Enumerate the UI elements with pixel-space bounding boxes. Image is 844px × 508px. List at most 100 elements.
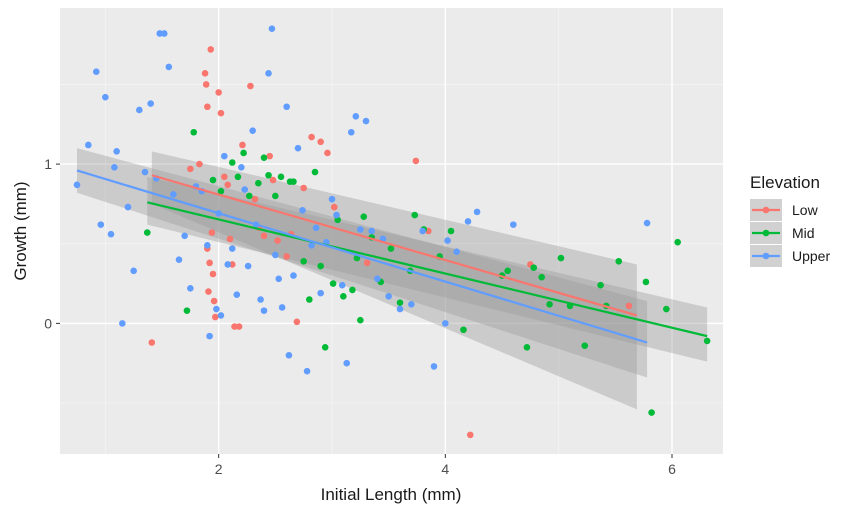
point-upper <box>147 100 154 107</box>
point-upper <box>249 127 256 134</box>
point-upper <box>107 230 115 238</box>
point-low <box>196 160 203 168</box>
point-low <box>412 157 420 165</box>
point-mid <box>387 245 395 252</box>
trend-line-upper <box>76 169 648 344</box>
point-low <box>215 89 222 96</box>
point-upper <box>312 224 320 232</box>
point-mid <box>240 149 247 157</box>
point-mid <box>642 278 650 286</box>
trend-line-mid <box>147 201 708 338</box>
legend-label-mid: Mid <box>792 225 815 241</box>
legend-keys: Low Mid Upper <box>750 199 830 267</box>
point-upper <box>221 152 228 160</box>
point-low <box>235 323 243 330</box>
point-low <box>308 133 315 141</box>
point-upper <box>228 245 236 252</box>
point-mid <box>411 211 419 219</box>
point-low <box>317 138 324 146</box>
point-upper <box>238 163 245 171</box>
point-upper <box>119 320 126 327</box>
ci-ribbon-low <box>151 151 637 410</box>
point-mid <box>340 293 347 300</box>
point-upper <box>430 363 438 370</box>
point-upper <box>343 359 351 367</box>
point-upper <box>213 305 220 313</box>
point-upper <box>510 221 517 228</box>
y-axis-title: Growth (mm) <box>11 181 30 280</box>
point-low <box>269 176 277 184</box>
point-mid <box>245 192 253 200</box>
point-mid <box>663 305 670 313</box>
point-upper <box>141 168 149 176</box>
point-mid <box>504 267 511 275</box>
point-upper <box>396 305 404 313</box>
point-upper <box>338 281 346 289</box>
major-gridlines <box>60 8 723 454</box>
point-low <box>221 173 228 181</box>
legend-key-dot <box>762 229 770 237</box>
legend-label-upper: Upper <box>792 248 830 264</box>
point-low <box>217 109 225 117</box>
point-upper <box>92 68 100 76</box>
point-upper <box>156 30 164 37</box>
data-points <box>73 25 711 439</box>
point-mid <box>703 337 711 345</box>
point-upper <box>175 256 183 263</box>
point-upper <box>283 103 290 111</box>
point-upper <box>374 275 381 283</box>
point-upper <box>257 296 264 303</box>
point-low <box>283 253 290 260</box>
point-low <box>625 302 633 310</box>
point-low <box>247 82 254 90</box>
point-upper <box>204 242 211 249</box>
point-low <box>202 81 210 88</box>
point-low <box>201 70 209 77</box>
point-mid <box>357 316 364 324</box>
point-upper <box>170 191 177 198</box>
point-mid <box>306 296 313 303</box>
point-upper <box>294 144 302 152</box>
point-mid <box>277 173 285 181</box>
point-upper <box>265 70 272 77</box>
point-upper <box>206 332 213 340</box>
point-upper <box>419 227 426 235</box>
x-tick-label: 6 <box>668 461 676 477</box>
point-low <box>208 229 216 236</box>
point-mid <box>272 192 279 200</box>
point-upper <box>328 195 336 203</box>
point-mid <box>321 343 329 351</box>
point-upper <box>160 30 168 37</box>
ci-ribbon-upper <box>77 148 648 378</box>
point-upper <box>224 261 232 268</box>
point-upper <box>113 148 120 155</box>
point-upper <box>299 206 306 214</box>
point-upper <box>268 25 276 33</box>
point-upper <box>308 242 315 249</box>
point-low <box>187 165 194 173</box>
minor-gridlines <box>60 8 723 454</box>
point-upper <box>473 208 481 216</box>
point-low <box>363 259 371 267</box>
point-low <box>207 46 215 53</box>
point-low <box>266 152 273 160</box>
point-upper <box>285 351 293 359</box>
point-upper <box>357 226 364 233</box>
point-upper <box>244 262 252 270</box>
point-low <box>251 195 259 203</box>
point-upper <box>464 218 472 225</box>
point-mid <box>615 257 623 265</box>
point-mid <box>674 238 681 246</box>
point-upper <box>165 63 173 71</box>
point-mid <box>597 281 604 289</box>
point-low <box>209 270 217 278</box>
point-mid <box>460 326 467 334</box>
point-upper <box>111 163 118 171</box>
point-upper <box>272 251 279 259</box>
point-upper <box>368 227 375 235</box>
point-low <box>466 431 474 439</box>
point-mid <box>530 264 538 271</box>
point-mid <box>290 178 297 185</box>
point-upper <box>442 320 449 327</box>
